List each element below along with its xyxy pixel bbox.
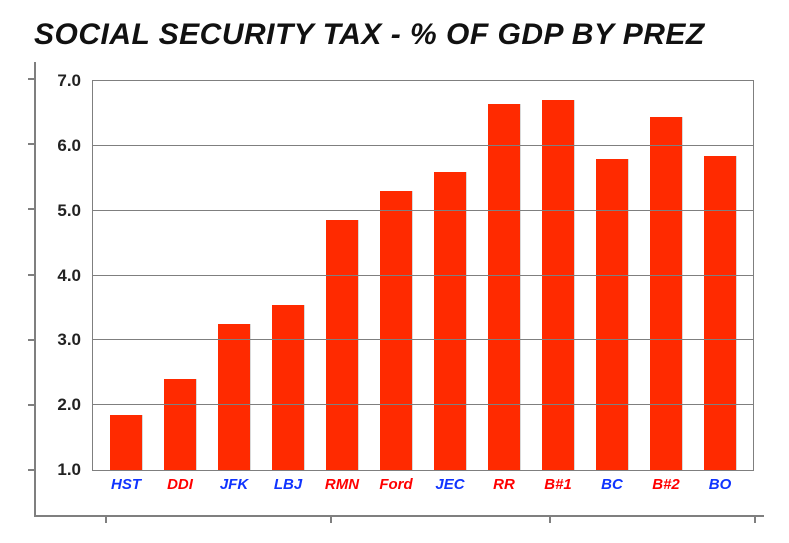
bar (488, 104, 519, 470)
bar (596, 159, 627, 470)
x-axis-tick (754, 515, 756, 523)
bar (380, 191, 411, 470)
y-axis-tick (28, 78, 36, 80)
x-axis-label: BC (601, 476, 623, 493)
bar (218, 324, 249, 470)
bars-container: HSTDDIJFKLBJRMNFordJECRRB#1BCB#2BO (93, 81, 753, 470)
bar-slot: B#1 (531, 81, 585, 470)
x-axis-label: B#1 (544, 476, 572, 493)
bar (650, 117, 681, 470)
y-axis-tick (28, 469, 36, 471)
bar (542, 100, 573, 470)
bar-slot: HST (99, 81, 153, 470)
bar (164, 379, 195, 470)
x-axis-label: B#2 (652, 476, 680, 493)
y-axis-label: 6.0 (57, 136, 81, 156)
plot-area: HSTDDIJFKLBJRMNFordJECRRB#1BCB#2BO 1.02.… (92, 80, 754, 471)
y-axis-label: 5.0 (57, 201, 81, 221)
bar-slot: BC (585, 81, 639, 470)
bar (326, 220, 357, 470)
x-axis-label: RR (493, 476, 515, 493)
y-axis-label: 7.0 (57, 71, 81, 91)
y-axis-tick (28, 143, 36, 145)
bar-slot: LBJ (261, 81, 315, 470)
x-axis-label: JFK (220, 476, 248, 493)
grid-line (93, 145, 753, 146)
x-outer-ticks (92, 515, 754, 523)
bar (434, 172, 465, 470)
grid-line (93, 339, 753, 340)
x-axis-tick (330, 515, 332, 523)
x-axis-label: LBJ (274, 476, 302, 493)
grid-line (93, 275, 753, 276)
bar-slot: JEC (423, 81, 477, 470)
grid-line (93, 404, 753, 405)
y-axis-tick (28, 208, 36, 210)
x-axis-label: HST (111, 476, 141, 493)
bar-slot: DDI (153, 81, 207, 470)
y-axis-tick (28, 339, 36, 341)
bar-slot: JFK (207, 81, 261, 470)
x-axis-label: RMN (325, 476, 359, 493)
chart-title: SOCIAL SECURITY TAX - % OF GDP BY PREZ (34, 18, 765, 52)
bar (704, 156, 735, 470)
bar (272, 305, 303, 470)
bar-slot: B#2 (639, 81, 693, 470)
bar-slot: BO (693, 81, 747, 470)
y-axis-label: 2.0 (57, 395, 81, 415)
bar-slot: Ford (369, 81, 423, 470)
x-axis-label: BO (709, 476, 732, 493)
bar (110, 415, 141, 470)
x-axis-tick (105, 515, 107, 523)
x-axis-label: Ford (379, 476, 412, 493)
chart-frame: HSTDDIJFKLBJRMNFordJECRRB#1BCB#2BO 1.02.… (34, 62, 764, 517)
x-axis-label: JEC (435, 476, 464, 493)
y-axis-tick (28, 404, 36, 406)
bar-slot: RMN (315, 81, 369, 470)
grid-line (93, 210, 753, 211)
bar-slot: RR (477, 81, 531, 470)
y-axis-tick (28, 274, 36, 276)
y-axis-label: 4.0 (57, 266, 81, 286)
y-axis-label: 3.0 (57, 330, 81, 350)
chart-page: SOCIAL SECURITY TAX - % OF GDP BY PREZ H… (0, 0, 789, 543)
y-axis-label: 1.0 (57, 460, 81, 480)
x-axis-label: DDI (167, 476, 193, 493)
x-axis-tick (549, 515, 551, 523)
